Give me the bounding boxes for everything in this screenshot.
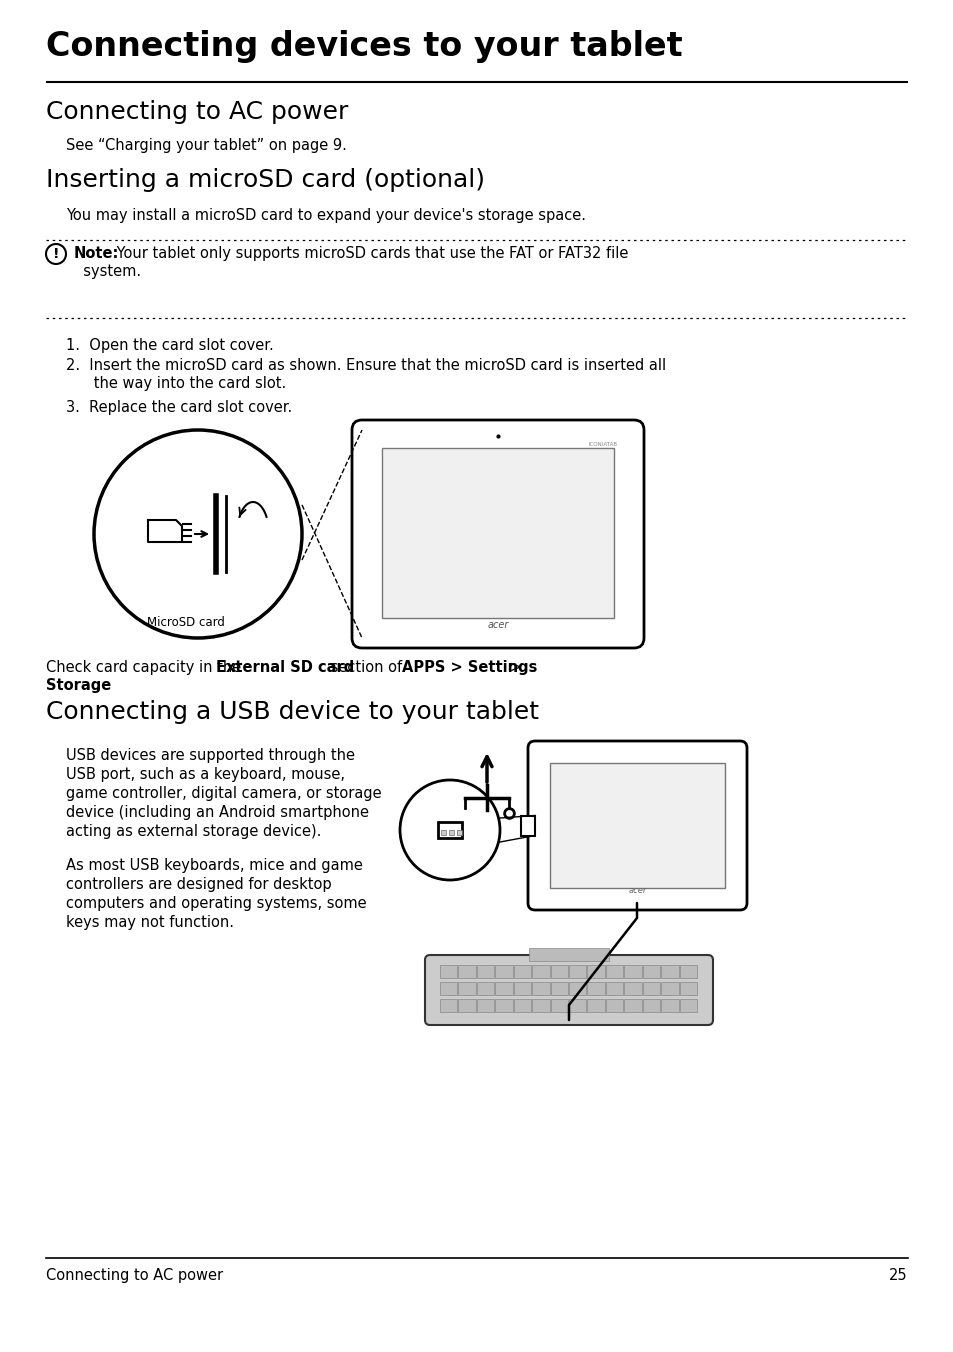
Bar (587, 965, 604, 977)
Text: Note:: Note: (74, 246, 119, 261)
Bar (605, 999, 622, 1013)
Text: ICONIATAB: ICONIATAB (588, 442, 618, 448)
Bar (513, 999, 531, 1013)
Bar (642, 999, 659, 1013)
Bar (623, 965, 641, 977)
Text: section of: section of (326, 660, 406, 675)
Bar (642, 965, 659, 977)
Text: Inserting a microSD card (optional): Inserting a microSD card (optional) (46, 168, 484, 192)
Bar (660, 965, 678, 977)
Bar (458, 982, 476, 995)
Text: Your tablet only supports microSD cards that use the FAT or FAT32 file: Your tablet only supports microSD cards … (112, 246, 628, 261)
Text: .: . (94, 677, 99, 694)
Text: Connecting a USB device to your tablet: Connecting a USB device to your tablet (46, 700, 538, 725)
Text: !: ! (52, 247, 59, 261)
Text: device (including an Android smartphone: device (including an Android smartphone (66, 804, 369, 821)
Bar (456, 830, 461, 836)
Text: As most USB keyboards, mice and game: As most USB keyboards, mice and game (66, 859, 362, 873)
FancyBboxPatch shape (352, 420, 643, 648)
Bar (381, 448, 614, 618)
Bar (568, 999, 586, 1013)
Text: the way into the card slot.: the way into the card slot. (66, 376, 286, 391)
Text: acer: acer (487, 621, 508, 630)
Text: Storage: Storage (46, 677, 112, 694)
Bar (679, 999, 697, 1013)
Text: USB devices are supported through the: USB devices are supported through the (66, 748, 355, 763)
Bar (587, 982, 604, 995)
Text: External SD card: External SD card (216, 660, 354, 675)
Text: APPS > Settings: APPS > Settings (401, 660, 537, 675)
Bar (476, 982, 494, 995)
Bar (495, 999, 512, 1013)
FancyBboxPatch shape (424, 955, 712, 1025)
Text: 1.  Open the card slot cover.: 1. Open the card slot cover. (66, 338, 274, 353)
Bar (642, 982, 659, 995)
Text: controllers are designed for desktop: controllers are designed for desktop (66, 877, 332, 892)
Bar (605, 965, 622, 977)
Polygon shape (148, 521, 182, 542)
Bar (605, 982, 622, 995)
Bar (623, 999, 641, 1013)
Bar (439, 982, 456, 995)
Text: Check card capacity in the: Check card capacity in the (46, 660, 246, 675)
Bar (440, 830, 446, 836)
Bar (458, 965, 476, 977)
Bar (550, 965, 567, 977)
Bar (476, 965, 494, 977)
Bar (513, 965, 531, 977)
Text: See “Charging your tablet” on page 9.: See “Charging your tablet” on page 9. (66, 138, 347, 153)
Text: Connecting to AC power: Connecting to AC power (46, 100, 348, 124)
Bar (532, 965, 549, 977)
Bar (660, 999, 678, 1013)
Bar (550, 763, 724, 888)
Bar (476, 999, 494, 1013)
Bar (459, 808, 470, 818)
Bar (520, 815, 535, 836)
Bar (529, 948, 608, 961)
Circle shape (94, 430, 302, 638)
Circle shape (399, 780, 499, 880)
Text: Connecting devices to your tablet: Connecting devices to your tablet (46, 30, 682, 64)
Text: 25: 25 (888, 1268, 907, 1283)
Bar (679, 982, 697, 995)
Bar (439, 999, 456, 1013)
Bar (660, 982, 678, 995)
Text: acting as external storage device).: acting as external storage device). (66, 823, 321, 840)
Text: MicroSD card: MicroSD card (147, 617, 225, 629)
Bar (437, 822, 461, 838)
Text: acer: acer (628, 886, 646, 895)
Text: >: > (504, 660, 521, 675)
Bar (550, 982, 567, 995)
Text: USB port, such as a keyboard, mouse,: USB port, such as a keyboard, mouse, (66, 767, 345, 781)
Bar (532, 982, 549, 995)
Bar (532, 999, 549, 1013)
Text: game controller, digital camera, or storage: game controller, digital camera, or stor… (66, 786, 381, 800)
Bar (495, 982, 512, 995)
Text: computers and operating systems, some: computers and operating systems, some (66, 896, 366, 911)
Text: system.: system. (74, 264, 141, 279)
Bar (513, 982, 531, 995)
Bar (587, 999, 604, 1013)
Bar (458, 999, 476, 1013)
Bar (568, 982, 586, 995)
FancyBboxPatch shape (527, 741, 746, 910)
Text: 3.  Replace the card slot cover.: 3. Replace the card slot cover. (66, 400, 292, 415)
Text: Connecting to AC power: Connecting to AC power (46, 1268, 223, 1283)
Bar (568, 965, 586, 977)
Bar (439, 965, 456, 977)
Bar (550, 999, 567, 1013)
Text: 2.  Insert the microSD card as shown. Ensure that the microSD card is inserted a: 2. Insert the microSD card as shown. Ens… (66, 358, 665, 373)
Bar (623, 982, 641, 995)
Bar (679, 965, 697, 977)
Bar (495, 965, 512, 977)
Text: You may install a microSD card to expand your device's storage space.: You may install a microSD card to expand… (66, 208, 585, 223)
Bar (449, 830, 454, 836)
Text: keys may not function.: keys may not function. (66, 915, 233, 930)
